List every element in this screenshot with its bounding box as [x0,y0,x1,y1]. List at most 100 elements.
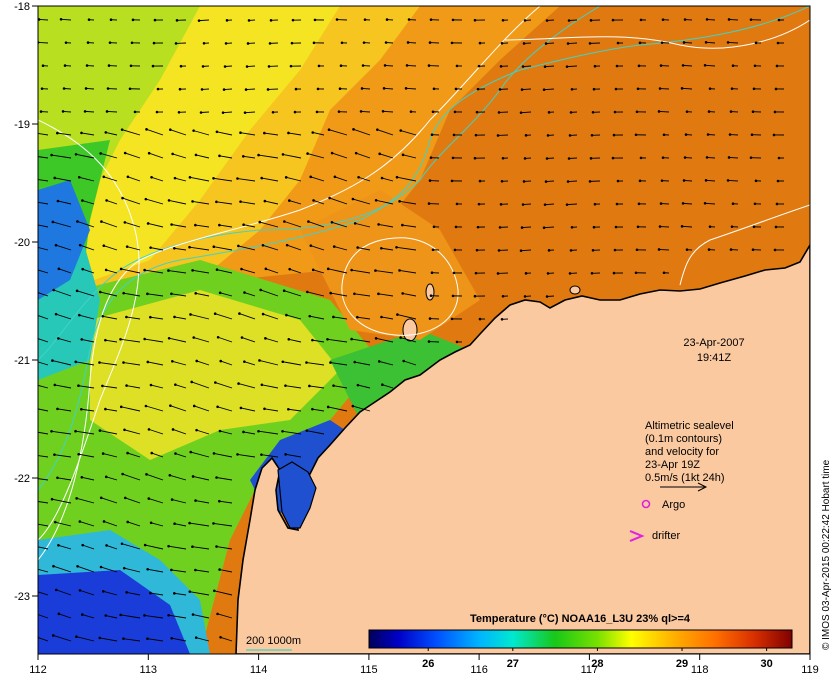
velocity-arrow-head [542,226,546,230]
velocity-arrow [245,111,256,114]
velocity-arrow-head [569,111,573,114]
velocity-arrow [194,405,210,412]
velocity-arrow [259,360,279,366]
velocity-arrow-head [327,128,331,132]
velocity-arrow [286,176,302,182]
velocity-arrow [241,337,256,343]
velocity-arrow [102,315,118,320]
velocity-arrow-head [126,520,130,524]
velocity-arrow-head [407,18,411,21]
velocity-arrow [38,246,49,251]
velocity-arrow [169,474,187,481]
velocity-arrow-head [427,340,431,343]
velocity-arrow [172,429,187,435]
velocity-arrow [124,567,141,573]
velocity-arrow [52,221,72,228]
velocity-arrow [99,637,118,642]
velocity-arrow-head [62,87,66,90]
velocity-arrow-head [174,42,178,45]
velocity-arrow [144,269,164,274]
velocity-arrow-head [753,64,757,68]
velocity-arrows [30,17,785,642]
velocity-arrow-head [451,294,455,298]
velocity-arrow [264,408,279,412]
velocity-arrow [312,408,325,412]
velocity-arrow-head [195,359,199,363]
velocity-arrow-head [243,111,247,114]
velocity-arrow-head [126,175,130,179]
velocity-arrow-head [194,499,197,502]
velocity-arrow-head [133,110,137,114]
velocity-arrow [522,88,532,91]
velocity-arrow [545,203,555,206]
velocity-arrow-head [247,19,251,22]
velocity-arrow [54,177,72,182]
velocity-arrow-head [498,88,502,91]
velocity-arrow [261,384,279,389]
plot-frame [37,5,811,655]
velocity-arrow [171,637,187,642]
velocity-arrow-head [374,269,377,272]
velocity-arrow [385,64,394,67]
velocity-arrow-head [281,360,285,364]
velocity-arrow [357,247,371,251]
velocity-arrow-head [777,18,781,22]
velocity-arrow-head [78,313,81,317]
velocity-arrow [175,384,187,389]
velocity-arrow-head [266,88,270,91]
velocity-arrow [52,360,72,366]
velocity-arrow-head [218,429,222,433]
velocity-arrow-head [170,292,173,296]
velocity-arrow-head [707,110,711,113]
velocity-arrow [682,87,693,90]
colorbar-tick-label: 29 [676,658,688,670]
velocity-arrow [282,153,302,159]
velocity-arrow [216,201,233,205]
velocity-arrow-head [726,179,730,182]
velocity-arrow-head [311,131,315,134]
velocity-arrow [80,244,95,251]
velocity-arrow-head [522,180,526,183]
velocity-arrow-head [570,226,574,229]
velocity-arrow [312,132,325,136]
velocity-arrow [402,224,417,228]
velocity-arrow-head [101,384,104,388]
velocity-arrow [351,338,371,343]
velocity-arrow-head [288,267,292,271]
velocity-arrow-head [613,110,617,114]
velocity-arrow-head [63,64,67,67]
velocity-arrow [684,180,693,182]
velocity-arrow [147,638,164,642]
velocity-arrow [121,543,141,550]
velocity-arrow-head [125,245,129,248]
velocity-arrow-head [80,475,84,479]
velocity-arrow [189,591,210,596]
velocity-arrow-head [212,452,216,455]
velocity-arrow-head [500,179,504,183]
velocity-arrow-head [727,18,731,21]
velocity-arrow [55,313,72,320]
velocity-arrow [78,453,95,458]
velocity-arrow-head [122,566,126,570]
y-tick-label: -19 [14,119,30,131]
velocity-arrow-head [146,292,149,296]
velocity-arrow-head [188,590,192,593]
velocity-arrow-head [120,542,124,546]
velocity-arrow-head [568,134,572,137]
x-tick-label: 114 [250,664,268,676]
velocity-arrow-head [384,41,388,44]
colorbar-ticks: 26 27 28 29 30 [422,648,773,670]
velocity-arrow-head [30,382,33,385]
velocity-arrow [214,590,233,596]
velocity-arrow-head [77,452,80,456]
velocity-arrow-head [80,338,84,341]
velocity-arrow-head [680,225,684,228]
velocity-arrow-head [544,42,548,45]
velocity-arrow [106,476,118,481]
velocity-arrow [81,132,95,136]
velocity-arrow-head [287,407,290,411]
velocity-arrow [195,569,210,573]
velocity-arrow-head [455,202,459,206]
velocity-arrow [260,289,279,297]
velocity-arrow [523,203,532,205]
